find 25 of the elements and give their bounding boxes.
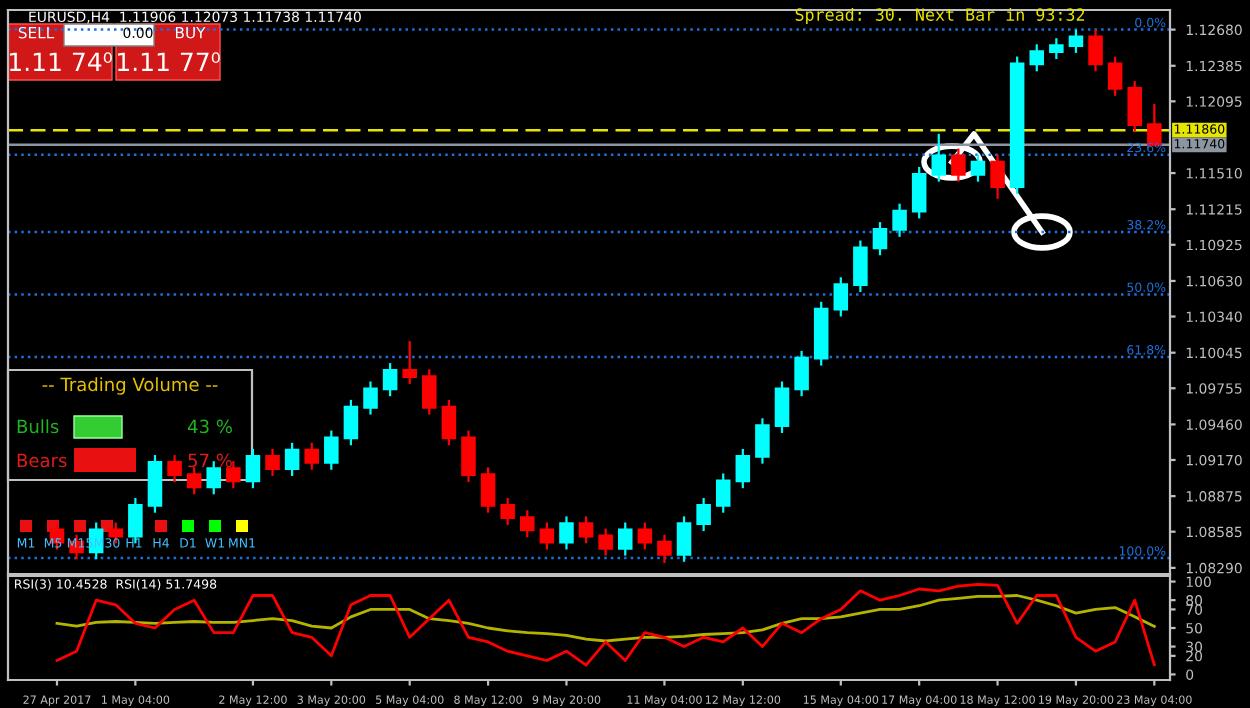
line-series bbox=[55, 582, 1156, 667]
annotation: 57 % bbox=[188, 453, 232, 468]
annotation: Bears bbox=[17, 453, 67, 468]
candlestick bbox=[1029, 43, 1045, 73]
candlestick bbox=[637, 521, 653, 551]
annotation: -- Trading Volume -- bbox=[42, 377, 218, 395]
line-series bbox=[55, 594, 1156, 643]
candlestick bbox=[422, 368, 437, 416]
candlestick bbox=[598, 527, 613, 557]
candlestick bbox=[304, 441, 319, 471]
annotation: 1.11 74⁰ bbox=[10, 52, 112, 71]
candlestick bbox=[520, 509, 535, 539]
annotation: 1.11 77⁰ bbox=[118, 52, 220, 71]
annotation: 43 % bbox=[187, 419, 232, 434]
candlestick bbox=[402, 339, 417, 386]
candlestick bbox=[500, 496, 515, 527]
annotation: Bulls bbox=[17, 419, 59, 434]
candlestick bbox=[1127, 80, 1142, 133]
candlestick bbox=[1049, 37, 1064, 61]
candlestick bbox=[696, 496, 711, 533]
candlestick bbox=[324, 429, 339, 471]
candlestick bbox=[617, 521, 633, 557]
annotation: Spread: 30. Next Bar in 93:32 bbox=[795, 7, 1085, 25]
candlestick bbox=[951, 147, 966, 183]
candlestick bbox=[539, 521, 555, 551]
